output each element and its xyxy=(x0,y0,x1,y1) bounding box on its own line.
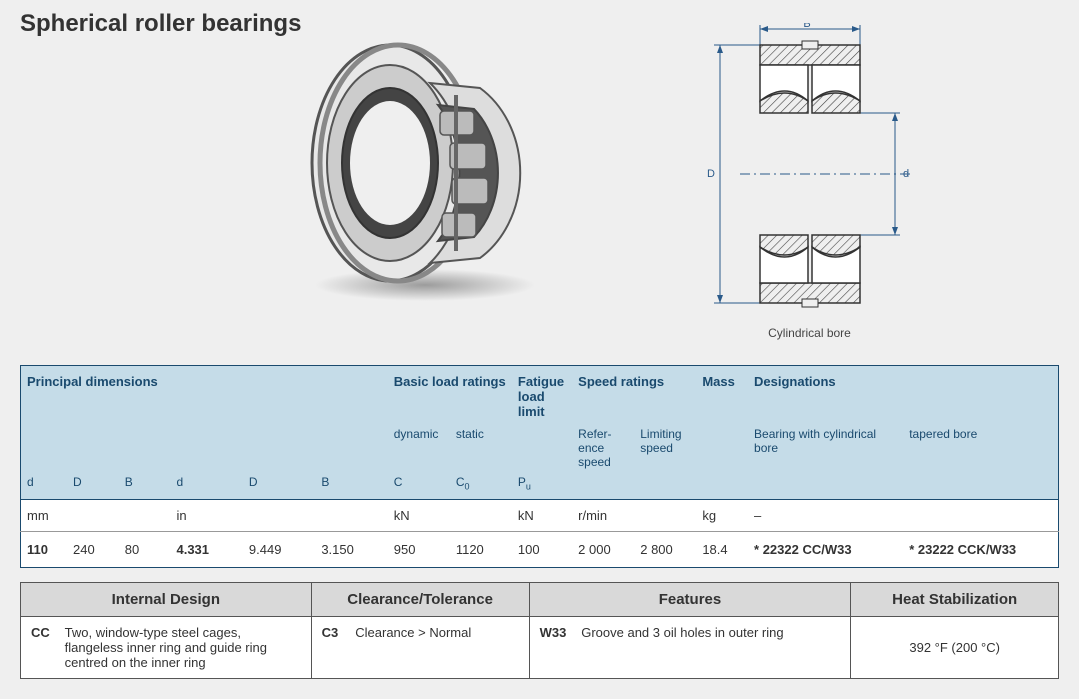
feat-internal-text: Two, window-type steel cages, flangeless… xyxy=(65,625,299,670)
val-D-in: 9.449 xyxy=(243,532,315,568)
sub-limspeed: Limiting speed xyxy=(634,423,696,471)
feat-heat-cell: 392 °F (200 °C) xyxy=(851,617,1059,679)
bearing-schematic: B D d xyxy=(700,23,920,340)
val-desig-cyl: * 22322 CC/W33 xyxy=(748,532,903,568)
hdr-desig: Designations xyxy=(748,366,1058,424)
unit-kg: kg xyxy=(696,500,748,532)
sub-desig-tap: tapered bore xyxy=(903,423,1058,471)
feat-hdr-internal: Internal Design xyxy=(21,583,312,617)
hdr-speed: Speed ratings xyxy=(572,366,696,424)
val-lim: 2 800 xyxy=(634,532,696,568)
sub-desig-cyl: Bearing with cylindrical bore xyxy=(748,423,903,471)
spec-table: Principal dimensions Basic load ratings … xyxy=(20,365,1059,568)
val-desig-tap: * 23222 CCK/W33 xyxy=(903,532,1058,568)
hdr-mass: Mass xyxy=(696,366,748,424)
col-D-in: D xyxy=(243,471,315,500)
feat-features-text: Groove and 3 oil holes in outer ring xyxy=(581,625,838,640)
hdr-fatigue: Fatigue load limit xyxy=(512,366,572,424)
feat-hdr-features: Features xyxy=(529,583,851,617)
col-C: C xyxy=(388,471,450,500)
dim-D-label: D xyxy=(707,168,715,180)
val-ref: 2 000 xyxy=(572,532,634,568)
val-mass: 18.4 xyxy=(696,532,748,568)
val-d-in: 4.331 xyxy=(170,532,242,568)
features-table: Internal Design Clearance/Tolerance Feat… xyxy=(20,582,1059,679)
val-C: 950 xyxy=(388,532,450,568)
feat-hdr-clearance: Clearance/Tolerance xyxy=(311,583,529,617)
schematic-caption: Cylindrical bore xyxy=(700,326,920,340)
sub-refspeed: Refer-ence speed xyxy=(572,423,634,471)
col-d-mm: d xyxy=(21,471,68,500)
val-B-mm: 80 xyxy=(119,532,171,568)
val-D-mm: 240 xyxy=(67,532,119,568)
val-B-in: 3.150 xyxy=(315,532,387,568)
unit-mm: mm xyxy=(21,500,171,532)
sub-dynamic: dynamic xyxy=(388,423,450,471)
feat-internal-cell: CC Two, window-type steel cages, flangel… xyxy=(21,617,312,679)
col-C0: C0 xyxy=(450,471,512,500)
hdr-basicload: Basic load ratings xyxy=(388,366,512,424)
feat-features-code: W33 xyxy=(540,625,578,640)
bearing-3d-illustration xyxy=(280,23,560,303)
col-Pu: Pu xyxy=(512,471,572,500)
val-C0: 1120 xyxy=(450,532,512,568)
table-row: 110 240 80 4.331 9.449 3.150 950 1120 10… xyxy=(21,532,1059,568)
hdr-principal: Principal dimensions xyxy=(21,366,388,424)
val-Pu: 100 xyxy=(512,532,572,568)
val-d-mm: 110 xyxy=(21,532,68,568)
feat-clearance-text: Clearance > Normal xyxy=(355,625,471,640)
unit-rmin: r/min xyxy=(572,500,696,532)
unit-kN2: kN xyxy=(512,500,572,532)
dim-B-label: B xyxy=(803,23,810,30)
col-B-in: B xyxy=(315,471,387,500)
col-D-mm: D xyxy=(67,471,119,500)
hero-row: B D d xyxy=(20,23,1059,340)
feat-internal-code: CC xyxy=(31,625,61,640)
feat-features-cell: W33 Groove and 3 oil holes in outer ring xyxy=(529,617,851,679)
unit-in: in xyxy=(170,500,387,532)
col-d-in: d xyxy=(170,471,242,500)
col-B-mm: B xyxy=(119,471,171,500)
feat-clearance-code: C3 xyxy=(322,625,352,640)
feat-clearance-cell: C3 Clearance > Normal xyxy=(311,617,529,679)
unit-dash: – xyxy=(748,500,1058,532)
sub-static: static xyxy=(450,423,512,471)
unit-kN1: kN xyxy=(388,500,512,532)
feat-hdr-heat: Heat Stabilization xyxy=(851,583,1059,617)
